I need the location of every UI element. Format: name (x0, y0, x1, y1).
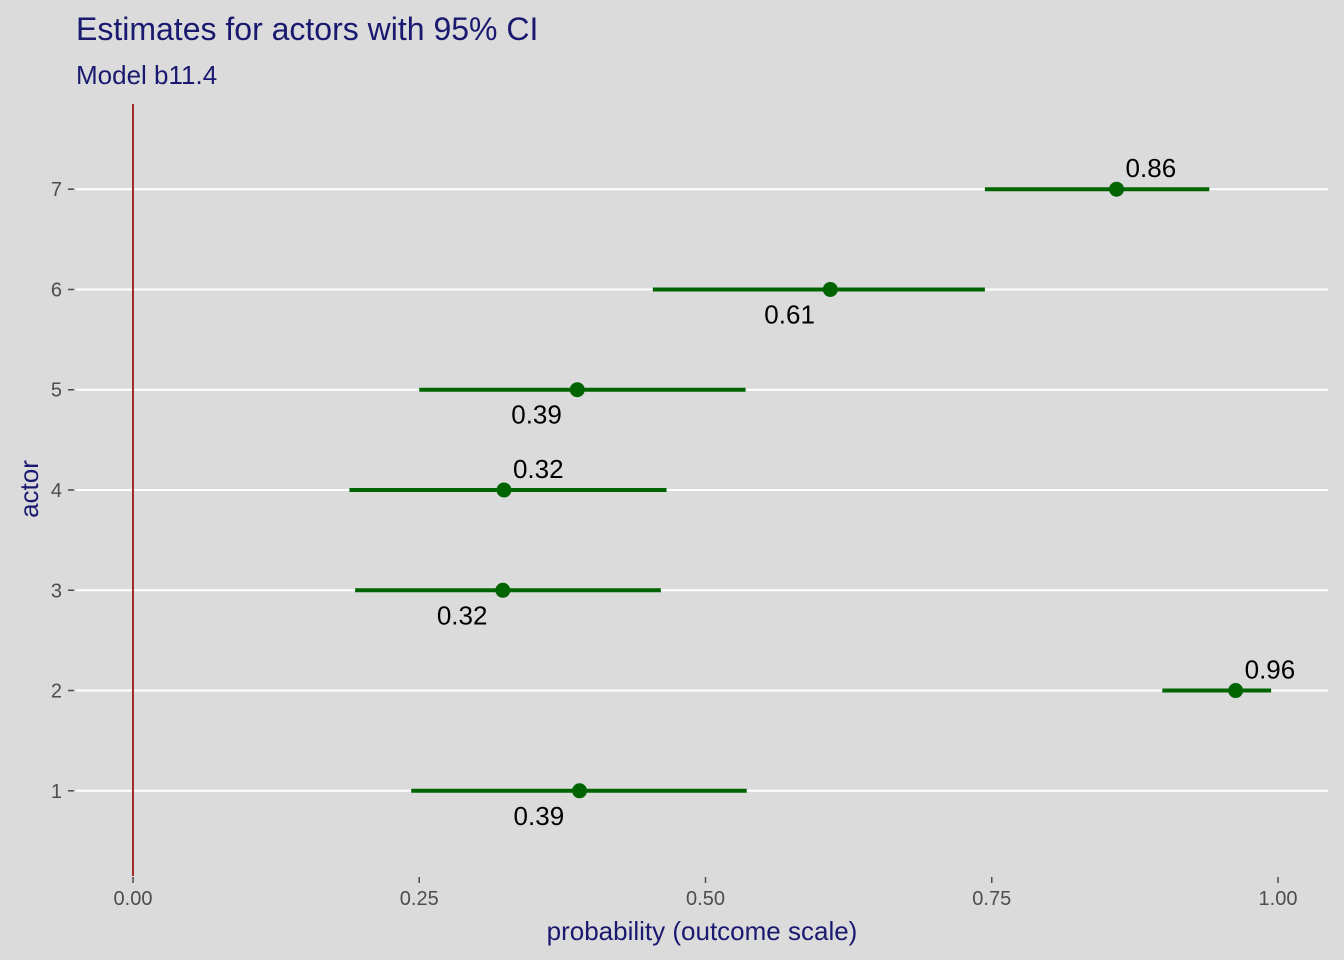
data-label-actor-4: 0.32 (513, 454, 564, 484)
point-ranges (349, 181, 1272, 799)
estimate-point-actor-1 (572, 783, 588, 799)
chart-title: Estimates for actors with 95% CI (76, 11, 538, 47)
estimate-point-actor-3 (495, 582, 511, 598)
y-tick-label-5: 5 (51, 380, 62, 402)
estimate-point-actor-4 (496, 482, 512, 498)
y-tick-label-1: 1 (51, 781, 62, 803)
data-label-actor-5: 0.39 (511, 400, 562, 430)
estimate-point-actor-6 (822, 281, 838, 297)
y-tick-label-7: 7 (51, 179, 62, 201)
data-label-actor-3: 0.32 (437, 600, 488, 630)
estimate-point-actor-5 (569, 382, 585, 398)
y-tick-label-6: 6 (51, 279, 62, 301)
x-tick-label-0.75: 0.75 (972, 888, 1011, 910)
y-tick-label-4: 4 (51, 480, 62, 502)
data-label-actor-6: 0.61 (764, 299, 815, 329)
x-axis: 0.00 0.25 0.50 0.75 1.00 (114, 877, 1298, 910)
data-label-actor-1: 0.39 (514, 801, 565, 831)
estimate-point-actor-7 (1109, 181, 1125, 197)
x-tick-label-0.50: 0.50 (686, 888, 725, 910)
gridlines (76, 188, 1328, 792)
estimate-point-actor-2 (1228, 683, 1244, 699)
point-range-actor-5 (419, 382, 746, 398)
y-tick-label-2: 2 (51, 681, 62, 703)
x-tick-label-0.00: 0.00 (114, 888, 153, 910)
data-label-actor-7: 0.86 (1126, 153, 1177, 183)
point-range-actor-6 (652, 281, 985, 297)
data-labels: 0.39 0.96 0.32 0.32 0.39 0.61 0.86 (437, 153, 1295, 831)
y-axis: 1 2 3 4 5 6 7 (51, 179, 74, 803)
y-axis-title: actor (14, 460, 44, 518)
y-tick-label-3: 3 (51, 580, 62, 602)
point-range-actor-3 (355, 582, 661, 598)
point-range-actor-2 (1162, 683, 1272, 699)
data-label-actor-2: 0.96 (1245, 655, 1296, 685)
point-range-actor-4 (349, 482, 667, 498)
point-range-actor-1 (411, 783, 747, 799)
x-tick-label-1.00: 1.00 (1259, 888, 1298, 910)
x-axis-title: probability (outcome scale) (547, 916, 858, 946)
x-tick-label-0.25: 0.25 (400, 888, 439, 910)
point-range-actor-7 (984, 181, 1210, 197)
chart-subtitle: Model b11.4 (76, 60, 217, 90)
